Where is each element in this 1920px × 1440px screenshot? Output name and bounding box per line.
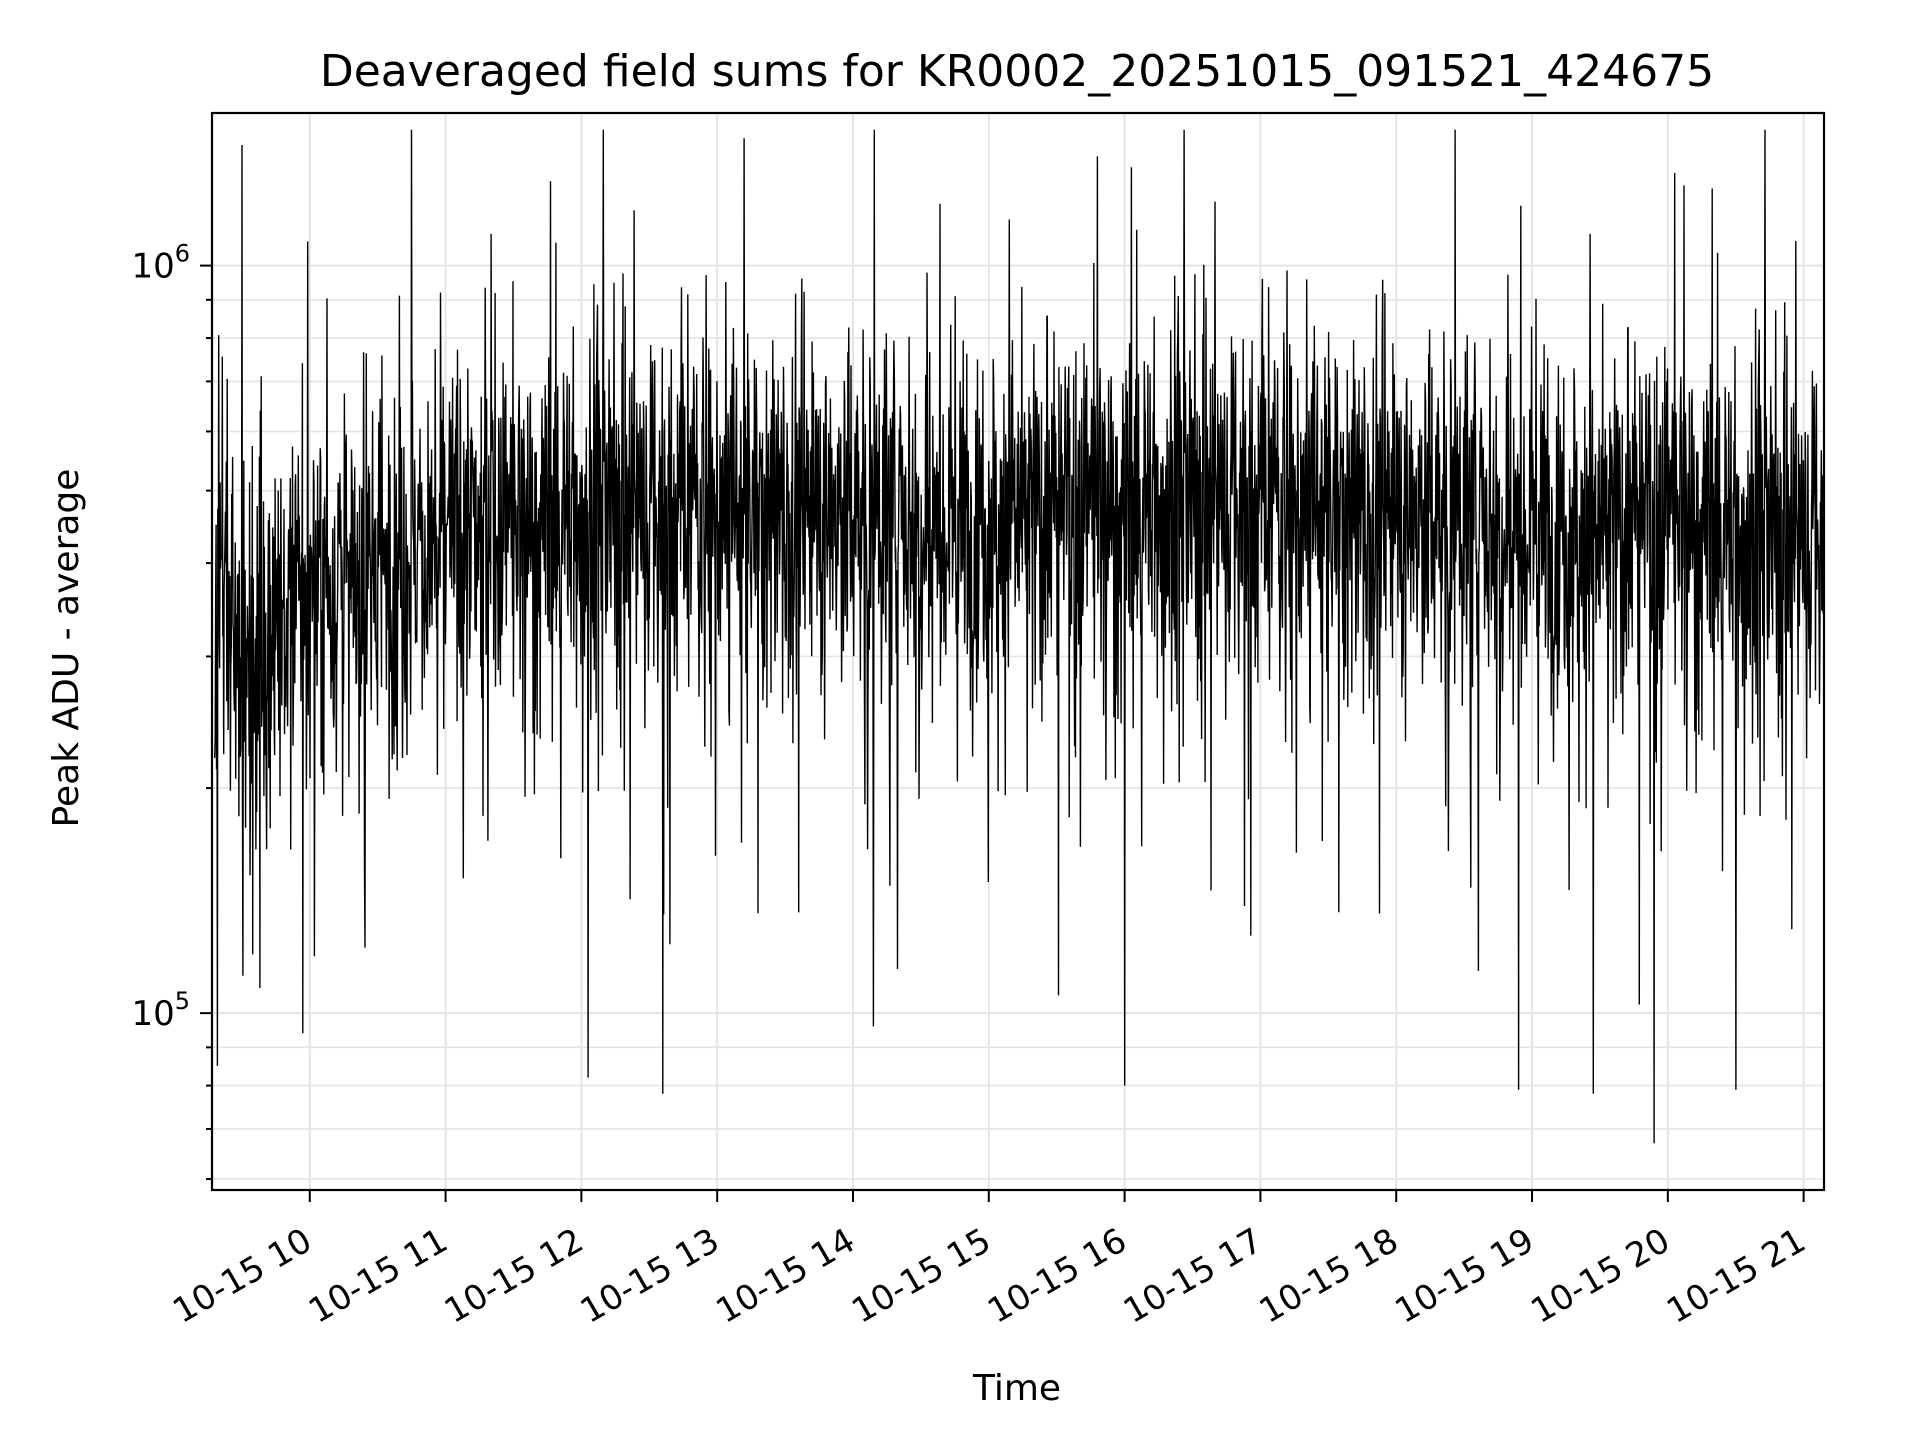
y-axis-ticks: 105 106 (131, 240, 212, 1180)
chart-title: Deaveraged field sums for KR0002_2025101… (320, 46, 1714, 97)
x-axis-label: Time (972, 1368, 1061, 1409)
y-tick-label: 105 (131, 987, 190, 1034)
series-group (214, 129, 1825, 1144)
plot-frame (210, 111, 1826, 1192)
y-tick-label: 106 (131, 240, 190, 287)
y-axis-label: Peak ADU - average (46, 469, 87, 828)
series-line (214, 129, 1825, 1144)
